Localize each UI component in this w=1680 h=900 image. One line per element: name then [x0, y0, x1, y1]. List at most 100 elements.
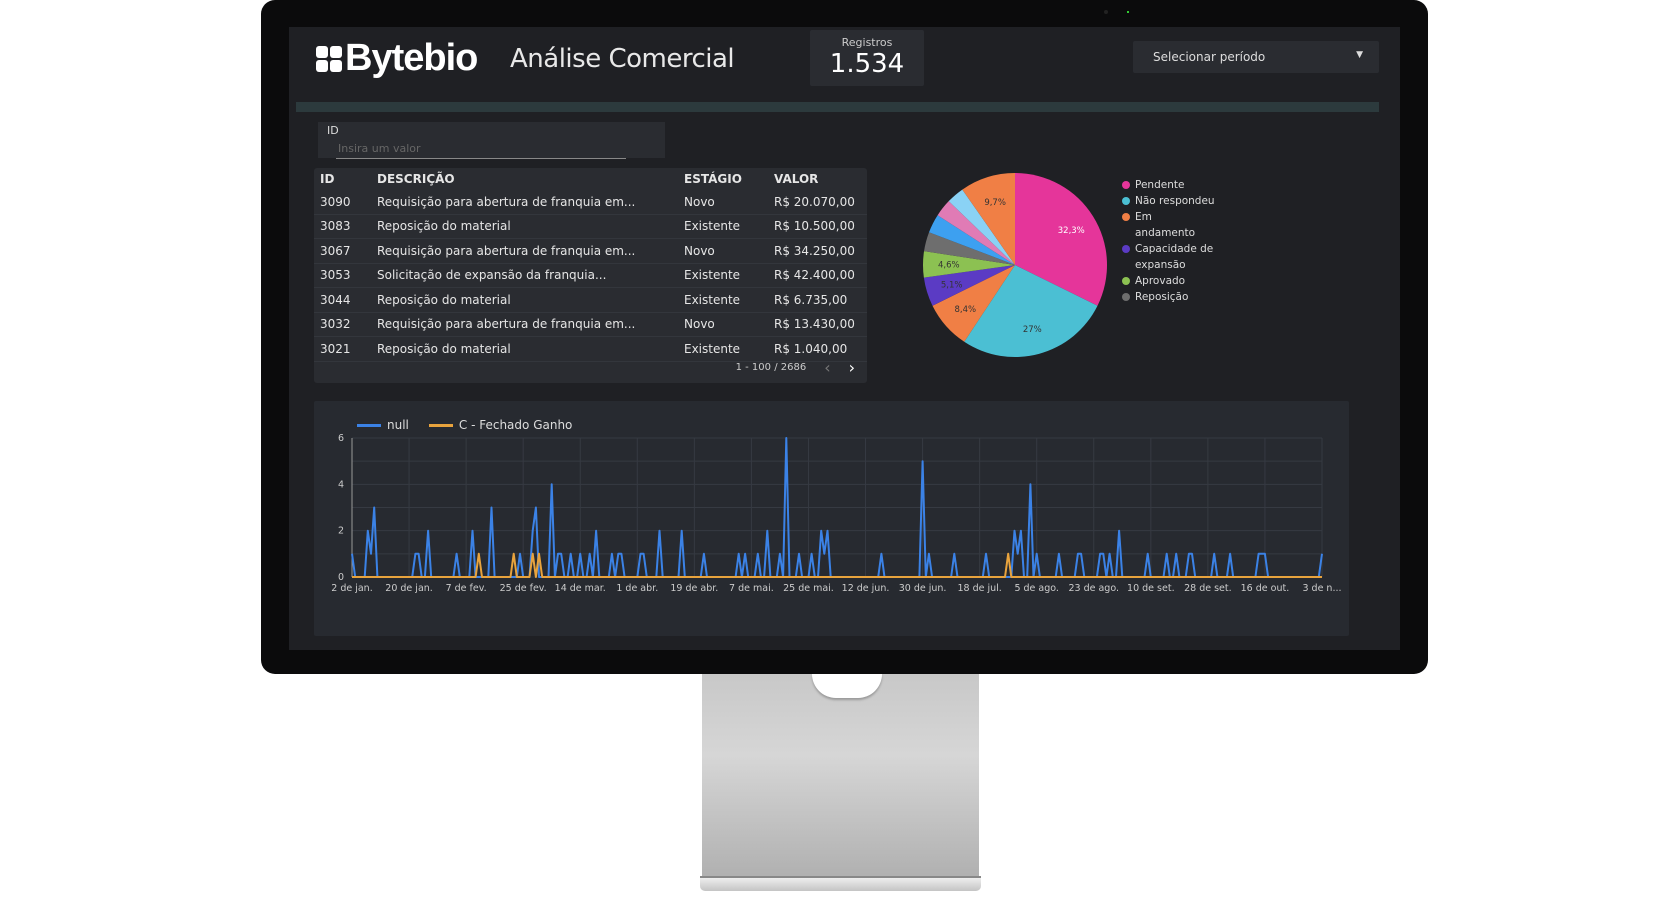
cell-descricao: Reposição do material: [377, 292, 511, 307]
x-tick-label: 3 de n...: [1302, 583, 1341, 594]
legend-item[interactable]: Reposição: [1122, 289, 1215, 305]
x-tick-label: 2 de jan.: [331, 583, 372, 594]
stand-cutout: [812, 674, 882, 698]
header-divider-band: [296, 102, 1379, 112]
y-tick-label: 6: [338, 433, 344, 444]
cell-id: 3032: [320, 317, 351, 332]
cell-valor: R$ 42.400,00: [774, 268, 855, 283]
pie-slice: [929, 215, 1015, 265]
table-row[interactable]: 3044 Reposição do material Existente R$ 6.7…: [314, 288, 867, 313]
legend-dot: [1122, 245, 1130, 253]
id-filter[interactable]: ID Insira um valor: [318, 122, 665, 159]
x-tick-label: 20 de jan.: [385, 583, 433, 594]
legend-label: Não respondeu: [1135, 195, 1215, 207]
legend-label: Capacidade de expansão: [1135, 243, 1214, 271]
period-select[interactable]: Selecionar período ▼: [1133, 41, 1379, 73]
legend-item[interactable]: Aprovado: [1122, 273, 1215, 289]
legend-label: Pendente: [1135, 179, 1185, 191]
legend-item-null[interactable]: null: [357, 418, 409, 432]
x-tick-label: 7 de fev.: [446, 583, 487, 594]
legend-item[interactable]: Em andamento: [1122, 209, 1215, 241]
cell-descricao: Reposição do material: [377, 219, 511, 234]
x-tick-label: 18 de jul.: [957, 583, 1001, 594]
legend-item[interactable]: Não respondeu: [1122, 193, 1215, 209]
kpi-value: 1.534: [829, 49, 905, 79]
cell-descricao: Solicitação de expansão da franquia...: [377, 268, 607, 283]
x-tick-label: 16 de out.: [1241, 583, 1290, 594]
stand-foot: [700, 876, 981, 891]
table-row[interactable]: 3067 Requisição para abertura de franquia…: [314, 239, 867, 264]
y-tick-label: 0: [338, 572, 344, 583]
legend-item[interactable]: Pendente: [1122, 177, 1215, 193]
line-legend: null C - Fechado Ganho: [357, 418, 572, 432]
y-tick-label: 2: [338, 526, 344, 537]
legend-label: null: [387, 418, 409, 432]
x-tick-label: 25 de fev.: [500, 583, 547, 594]
table-row[interactable]: 3090 Requisição para abertura de franquia…: [314, 190, 867, 215]
legend-item[interactable]: Capacidade de expansão: [1122, 241, 1215, 273]
legend-item-fechado-ganho[interactable]: C - Fechado Ganho: [428, 418, 573, 432]
legend-dot: [1122, 197, 1130, 205]
column-header-estagio[interactable]: ESTÁGIO: [684, 172, 742, 186]
pagination: 1 - 100 / 2686 ‹ ›: [736, 358, 855, 377]
pie-slice-label: 9,7%: [984, 198, 1006, 208]
cell-estagio: Existente: [684, 268, 741, 283]
x-tick-label: 10 de set.: [1127, 583, 1175, 594]
pie-legend: Pendente Não respondeu Em andamento Capacid…: [1122, 177, 1215, 305]
pie-slice: [924, 232, 1015, 265]
input-underline: [336, 158, 626, 159]
table-row[interactable]: 3053 Solicitação de expansão da franquia.…: [314, 264, 867, 288]
pie-slice: [964, 265, 1098, 357]
legend-label: Reposição: [1135, 291, 1189, 303]
id-filter-label: ID: [327, 124, 339, 137]
cell-id: 3021: [320, 341, 351, 356]
cell-descricao: Requisição para abertura de franquia em.…: [377, 317, 636, 332]
cell-estagio: Novo: [684, 194, 715, 209]
legend-label: Aprovado: [1135, 275, 1186, 287]
legend-dot: [1122, 293, 1130, 301]
logo: Bytebio: [316, 37, 478, 80]
next-page-icon[interactable]: ›: [848, 358, 855, 377]
cell-valor: R$ 34.250,00: [774, 243, 855, 258]
pie-slice-label: 5,1%: [941, 280, 963, 290]
cell-estagio: Novo: [684, 243, 715, 258]
caret-down-icon: ▼: [1356, 50, 1363, 60]
legend-label: C - Fechado Ganho: [458, 418, 573, 432]
pagination-range: 1 - 100 / 2686: [735, 362, 807, 373]
table-row[interactable]: 3032 Requisição para abertura de franquia…: [314, 313, 867, 337]
y-tick-label: 4: [338, 479, 344, 490]
kpi-label: Registros: [841, 36, 893, 49]
cell-estagio: Existente: [684, 341, 741, 356]
cell-descricao: Requisição para abertura de franquia em.…: [377, 194, 636, 209]
column-header-descricao[interactable]: DESCRIÇÃO: [377, 172, 455, 186]
line-chart: 2 de jan. 20 de jan. 7 de fev. 25 de fev. 14…: [331, 433, 1341, 594]
monitor-stand: [702, 674, 979, 878]
id-filter-input[interactable]: Insira um valor: [338, 142, 421, 155]
x-tick-label: 7 de mai.: [729, 583, 774, 594]
cell-id: 3044: [320, 292, 351, 307]
prev-page-icon[interactable]: ‹: [824, 358, 831, 377]
pie-slice-label: 27%: [1023, 325, 1042, 335]
camera-led: [1127, 11, 1129, 13]
pie-slice: [962, 173, 1015, 265]
cell-id: 3083: [320, 219, 351, 234]
x-tick-label: 1 de abr.: [616, 583, 658, 594]
data-table: ID DESCRIÇÃO ESTÁGIO VALOR 3090 Requisiçã…: [314, 168, 867, 383]
cell-descricao: Requisição para abertura de franquia em.…: [377, 243, 636, 258]
pie-slice-label: 32,3%: [1058, 226, 1085, 236]
x-tick-label: 28 de set.: [1184, 583, 1232, 594]
legend-dot: [1122, 277, 1130, 285]
cell-valor: R$ 20.070,00: [774, 194, 855, 209]
logo-text: Bytebio: [345, 37, 478, 79]
cell-estagio: Existente: [684, 219, 741, 234]
table-row[interactable]: 3021 Reposição do material Existente R$ 1.0…: [314, 337, 867, 362]
pie-slice: [1015, 173, 1107, 306]
x-tick-label: 12 de jun.: [842, 583, 890, 594]
column-header-id[interactable]: ID: [320, 172, 335, 186]
page-title: Análise Comercial: [510, 44, 735, 74]
column-header-valor[interactable]: VALOR: [774, 172, 819, 186]
table-row[interactable]: 3083 Reposição do material Existente R$ 10.…: [314, 215, 867, 239]
cell-valor: R$ 1.040,00: [774, 341, 848, 356]
cell-descricao: Reposição do material: [377, 341, 511, 356]
logo-mark-icon: [316, 45, 342, 72]
